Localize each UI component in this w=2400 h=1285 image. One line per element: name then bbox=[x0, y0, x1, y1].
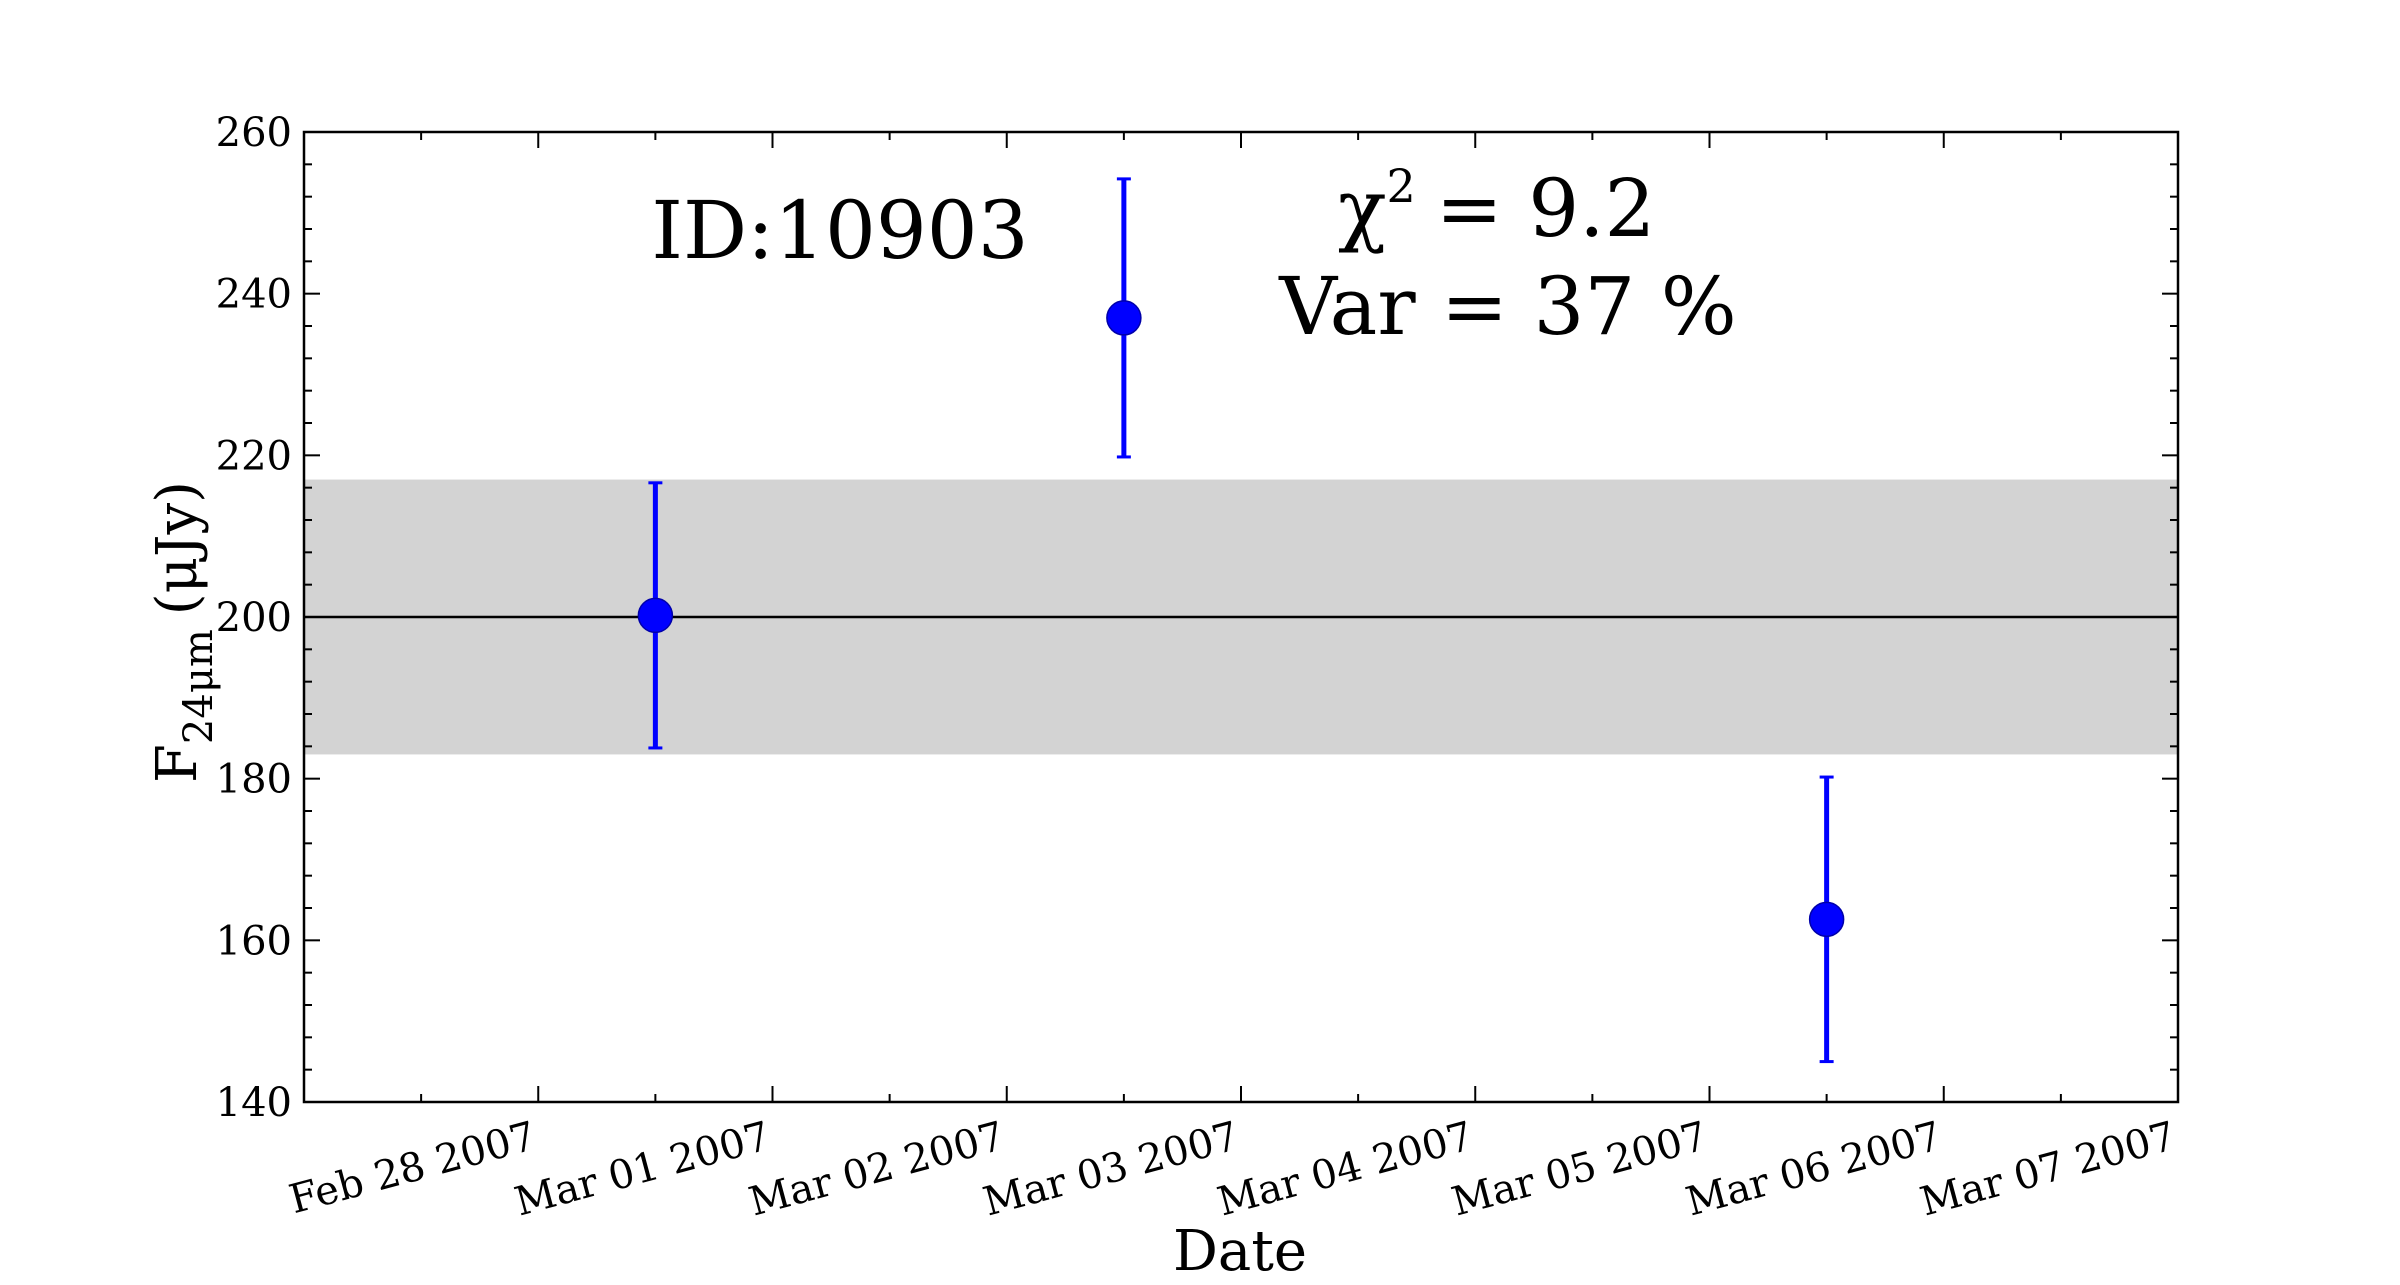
y-axis-title-sub: 24μm bbox=[176, 629, 222, 744]
id-label: ID:10903 bbox=[651, 184, 1028, 277]
x-tick-label: Mar 02 2007 bbox=[744, 1113, 1009, 1225]
y-tick-label: 180 bbox=[216, 757, 292, 803]
x-axis-title: Date bbox=[1173, 1219, 1307, 1284]
data-points bbox=[637, 177, 1845, 1064]
variability-label: Var = 37 % bbox=[1278, 260, 1737, 353]
x-tick-label: Mar 07 2007 bbox=[1916, 1113, 2181, 1225]
y-tick-label: 240 bbox=[216, 272, 292, 318]
y-tick-label: 220 bbox=[216, 433, 292, 479]
y-ticks: 140 160 180 200 220 240 260 bbox=[216, 110, 2178, 1126]
data-point bbox=[1106, 300, 1142, 336]
x-tick-label: Mar 03 2007 bbox=[979, 1113, 1244, 1225]
x-tick-label: Mar 05 2007 bbox=[1447, 1113, 1712, 1225]
x-tick-label: Mar 06 2007 bbox=[1681, 1113, 1946, 1225]
y-axis-title-main: F bbox=[145, 744, 210, 783]
x-tick-label: Mar 04 2007 bbox=[1213, 1113, 1478, 1225]
y-tick-label: 260 bbox=[216, 110, 292, 156]
data-point bbox=[637, 597, 674, 634]
y-axis-title-unit: (μJy) bbox=[145, 481, 210, 615]
x-tick-label: Feb 28 2007 bbox=[285, 1113, 541, 1223]
data-point bbox=[1808, 901, 1845, 938]
y-tick-label: 200 bbox=[216, 595, 292, 641]
chi-square-label: χ2 = 9.2 bbox=[1338, 159, 1655, 255]
chi-exponent: 2 bbox=[1386, 159, 1415, 213]
y-tick-label: 160 bbox=[216, 918, 292, 964]
chi-symbol: χ bbox=[1338, 162, 1386, 255]
y-axis-title: F24μm (μJy) bbox=[145, 481, 222, 783]
x-tick-label: Mar 01 2007 bbox=[510, 1113, 775, 1225]
chi-value: = 9.2 bbox=[1436, 162, 1656, 255]
plot-frame bbox=[302, 130, 2180, 1104]
y-tick-label: 140 bbox=[216, 1080, 292, 1126]
